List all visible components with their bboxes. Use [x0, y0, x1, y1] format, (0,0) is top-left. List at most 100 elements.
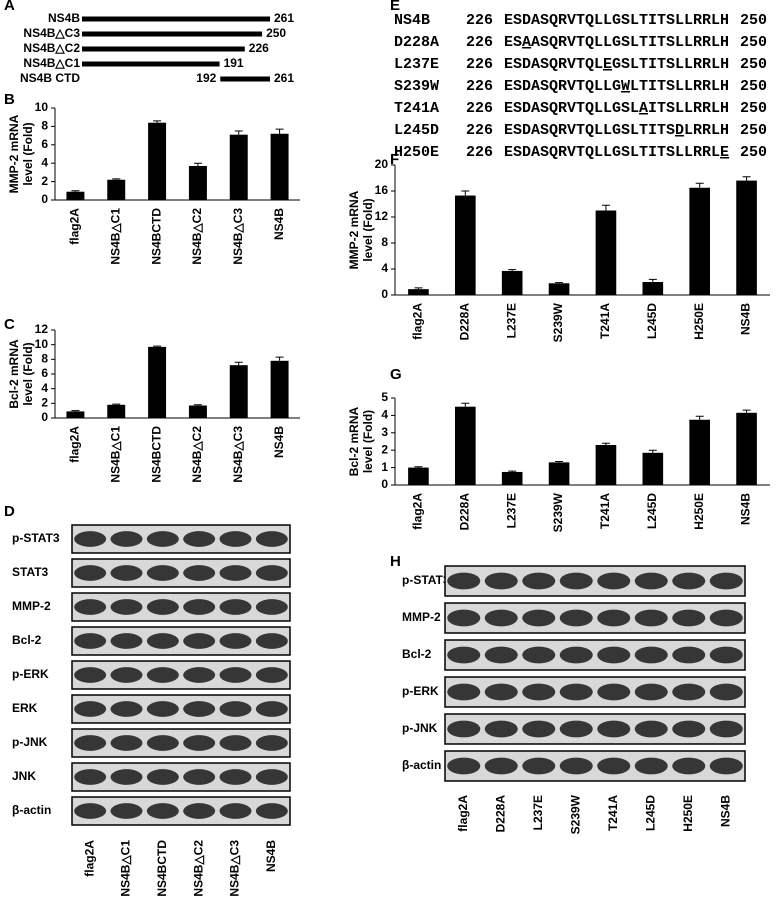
error-bar: [414, 466, 423, 468]
x-tick-label: L245D: [645, 303, 659, 339]
x-tick-label: NS4B△C3: [231, 426, 245, 483]
seq-before: ESDASQRVTQLLGSLTITSLLRRL: [504, 144, 720, 161]
y-axis-label: level (Fold): [21, 342, 35, 405]
y-axis-label: level (Fold): [21, 122, 35, 185]
blot-band: [559, 646, 593, 664]
x-tick-label: NS4BCTD: [149, 208, 163, 265]
construct-name: NS4B: [48, 11, 80, 25]
blot-band: [146, 599, 179, 615]
error-bar: [193, 404, 202, 406]
x-tick-label: flag2A: [411, 303, 425, 340]
y-axis-label: Bcl-2 mRNA: [347, 407, 361, 477]
y-tick-label: 4: [41, 155, 48, 169]
error-bar: [508, 269, 517, 271]
x-tick-label: S239W: [551, 492, 565, 532]
blot-band: [219, 667, 252, 683]
blot-band: [709, 757, 743, 775]
seq-before: ESDASQRVTQLLG: [504, 78, 621, 95]
blot-band: [146, 701, 179, 717]
blot-band: [74, 701, 107, 717]
blot-band: [255, 565, 288, 581]
blot-band: [255, 769, 288, 785]
blot-band: [709, 572, 743, 590]
blot-band: [219, 599, 252, 615]
lane-label: NS4BCTD: [155, 840, 169, 897]
blot-band: [219, 803, 252, 819]
blot-band: [484, 683, 518, 701]
seq-name: D228A: [394, 34, 439, 51]
error-bar: [695, 415, 704, 420]
x-tick-label: NS4BCTD: [149, 426, 163, 483]
y-tick-label: 8: [381, 235, 388, 249]
x-tick-label: flag2A: [68, 208, 82, 245]
y-tick-label: 20: [375, 157, 389, 171]
blot-band: [597, 572, 631, 590]
blot-band: [672, 683, 706, 701]
blot-band: [146, 735, 179, 751]
error-bar: [555, 461, 564, 463]
blot-band: [447, 683, 481, 701]
construct-start: 192: [196, 71, 216, 85]
blot-band: [447, 720, 481, 738]
construct-end: 226: [249, 41, 269, 55]
blot-band: [183, 803, 216, 819]
error-bar: [234, 130, 243, 135]
seq-start: 226: [466, 78, 493, 95]
blot-band: [146, 531, 179, 547]
error-bar: [71, 190, 80, 192]
blot-band: [255, 531, 288, 547]
blot-band: [255, 701, 288, 717]
error-bar: [112, 403, 121, 405]
bar: [107, 404, 126, 418]
blot-box: [71, 728, 291, 758]
blot-band: [484, 609, 518, 627]
lane-label: D228A: [493, 795, 507, 833]
seq-mutant: E: [603, 56, 612, 73]
bar: [188, 405, 207, 418]
blot-row-label: β-actin: [402, 758, 441, 772]
x-tick-label: H250E: [692, 303, 706, 340]
bar: [642, 282, 664, 295]
panel-label: A: [4, 0, 15, 14]
blot-row-label: MMP-2: [12, 599, 51, 613]
y-axis-label: level (Fold): [361, 198, 375, 261]
seq-end: 250: [740, 100, 767, 117]
blot-row-label: ERK: [12, 701, 38, 715]
seq-after: ASQRVTQLLGSLTITSLLRRLH: [531, 34, 729, 51]
construct-name: NS4B△C3: [23, 26, 80, 40]
error-bar: [153, 120, 162, 123]
blot-band: [146, 769, 179, 785]
blot-band: [183, 769, 216, 785]
seq-name: L245D: [394, 122, 439, 139]
blot-band: [110, 531, 143, 547]
y-tick-label: 6: [41, 137, 48, 151]
seq-before: ESDASQRVTQL: [504, 56, 603, 73]
bar: [689, 187, 710, 295]
blot-band: [634, 720, 668, 738]
x-tick-label: T241A: [598, 493, 612, 529]
blot-band: [447, 757, 481, 775]
blot-band: [183, 565, 216, 581]
error-bar: [153, 345, 162, 347]
panel-label: F: [390, 151, 399, 168]
blot-band: [709, 646, 743, 664]
x-tick-label: NS4B△C2: [190, 426, 204, 483]
y-tick-label: 2: [381, 442, 388, 456]
blot-band: [484, 646, 518, 664]
blot-band: [146, 803, 179, 819]
error-bar: [71, 410, 80, 412]
blot-band: [597, 683, 631, 701]
blot-band: [74, 633, 107, 649]
seq-after: ITSLLRRLH: [648, 100, 729, 117]
error-bar: [601, 204, 610, 211]
lane-label: flag2A: [456, 795, 470, 832]
seq-start: 226: [466, 100, 493, 117]
blot-band: [110, 701, 143, 717]
blot-band: [597, 646, 631, 664]
y-tick-label: 0: [41, 410, 48, 424]
blot-row-label: p-JNK: [12, 735, 48, 749]
lane-label: H250E: [681, 795, 695, 832]
blot-band: [183, 599, 216, 615]
sequence: ESDASQRVTQLLGSLAITSLLRRLH: [504, 100, 729, 117]
construct-end: 250: [266, 26, 286, 40]
